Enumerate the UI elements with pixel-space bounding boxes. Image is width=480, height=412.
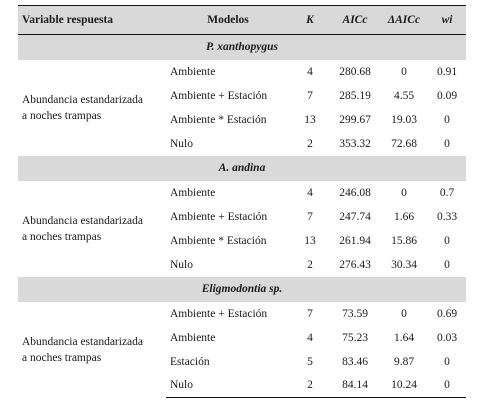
aicc-cell: 280.68 [339,65,371,78]
k-cell: 7 [307,307,313,320]
delta-aicc-cell: 0 [401,186,407,199]
delta-aicc-cell: 19.03 [391,113,417,126]
delta-aicc-cell: 30.34 [391,258,417,271]
species-row: A. andina [18,155,466,181]
wi-cell: 0 [444,113,450,126]
species-name: A. andina [18,155,466,181]
response-variable-line2: a noches trampas [22,109,102,122]
response-variable-line1: Abundancia estandarizada [22,93,144,106]
k-cell: 4 [307,186,313,199]
header-variable: Variable respuesta [18,5,166,35]
table-row: Ambiente * Estación 13 299.67 19.03 0 [18,108,466,132]
wi-cell: 0 [444,355,450,368]
header-wi: wi [428,5,466,35]
species-row: P. xanthopygus [18,34,466,60]
aicc-cell: 276.43 [339,258,371,271]
k-cell: 7 [307,210,313,223]
wi-cell: 0.09 [436,89,458,102]
wi-cell: 0 [444,234,450,247]
table-row: Nulo 2 84.14 10.24 0 [18,373,466,398]
response-variable-cell: Abundancia estandarizada a noches trampa… [18,181,166,277]
species-name: P. xanthopygus [18,34,466,60]
model-cell: Ambiente * Estación [170,234,267,247]
k-cell: 13 [304,113,316,126]
aicc-cell: 84.14 [330,373,380,398]
model-cell: Nulo [166,373,290,398]
delta-aicc-cell: 9.87 [393,355,415,368]
k-cell: 7 [307,89,313,102]
response-variable-cell: Abundancia estandarizada a noches trampa… [18,60,166,156]
table-row: Abundancia estandarizada a noches trampa… [18,60,466,122]
wi-cell: 0.7 [439,186,455,199]
model-cell: Ambiente [170,65,216,78]
delta-aicc-cell: 72.68 [391,137,417,150]
delta-aicc-cell: 1.64 [393,331,415,344]
aicc-cell: 247.74 [339,210,371,223]
aicc-cell: 73.59 [342,307,368,320]
response-variable-line1: Abundancia estandarizada [22,335,144,348]
aicc-cell: 75.23 [342,331,368,344]
delta-aicc-cell: 1.66 [393,210,415,223]
aicc-cell: 246.08 [339,186,371,199]
aicc-cell: 299.67 [339,113,371,126]
table-body: P. xanthopygus Abundancia estandarizada … [18,34,466,398]
table-header: Variable respuesta Modelos K AICc ΔAICc … [18,5,466,35]
wi-cell: 0.91 [436,65,458,78]
response-variable-line2: a noches trampas [22,351,102,364]
k-cell: 2 [307,258,313,271]
response-variable-line1: Abundancia estandarizada [22,214,144,227]
model-cell: Ambiente + Estación [170,89,268,102]
table-row: Abundancia estandarizada a noches trampa… [18,302,466,364]
model-cell: Estación [170,355,210,368]
aicc-cell: 285.19 [339,89,371,102]
wi-cell: 0.03 [436,331,458,344]
wi-cell: 0 [444,258,450,271]
header-delta-aicc: ΔAICc [380,5,428,35]
delta-aicc-cell: 4.55 [393,89,415,102]
response-variable-line2: a noches trampas [22,230,102,243]
aicc-cell: 353.32 [339,137,371,150]
k-cell: 2 [290,373,330,398]
table-row: Abundancia estandarizada a noches trampa… [18,181,466,243]
table-row: Ambiente 4 75.23 1.64 0.03 [18,326,466,350]
species-row: Eligmodontia sp. [18,276,466,302]
header-k: K [290,5,330,35]
table-row: Ambiente + Estación 7 247.74 1.66 0.33 [18,205,466,229]
aicc-cell: 83.46 [342,355,368,368]
table-row: Estación 5 83.46 9.87 0 [18,350,466,374]
model-cell: Ambiente [170,331,216,344]
delta-aicc-cell: 0 [401,307,407,320]
model-cell: Ambiente + Estación [170,307,268,320]
wi-cell: 0.69 [436,307,458,320]
model-cell: Ambiente [170,186,216,199]
model-cell: Ambiente * Estación [170,113,267,126]
header-modelos: Modelos [166,5,290,35]
aicc-cell: 261.94 [339,234,371,247]
k-cell: 4 [307,65,313,78]
model-cell: Nulo [170,258,193,271]
k-cell: 2 [307,137,313,150]
table-row: Nulo 2 353.32 72.68 0 [18,132,466,156]
wi-cell: 0.33 [436,210,458,223]
delta-aicc-cell: 10.24 [380,373,428,398]
model-cell: Ambiente + Estación [170,210,268,223]
table-row: Nulo 2 276.43 30.34 0 [18,253,466,277]
k-cell: 5 [307,355,313,368]
species-name: Eligmodontia sp. [18,276,466,302]
table-row: Ambiente + Estación 7 285.19 4.55 0.09 [18,84,466,108]
k-cell: 4 [307,331,313,344]
wi-cell: 0 [428,373,466,398]
header-row: Variable respuesta Modelos K AICc ΔAICc … [18,5,466,35]
model-cell: Nulo [170,137,193,150]
header-aicc: AICc [330,5,380,35]
delta-aicc-cell: 0 [401,65,407,78]
delta-aicc-cell: 15.86 [391,234,417,247]
model-selection-table: Variable respuesta Modelos K AICc ΔAICc … [18,5,466,398]
table-row: Ambiente * Estación 13 261.94 15.86 0 [18,229,466,253]
k-cell: 13 [304,234,316,247]
response-variable-cell: Abundancia estandarizada a noches trampa… [18,302,166,398]
wi-cell: 0 [444,137,450,150]
